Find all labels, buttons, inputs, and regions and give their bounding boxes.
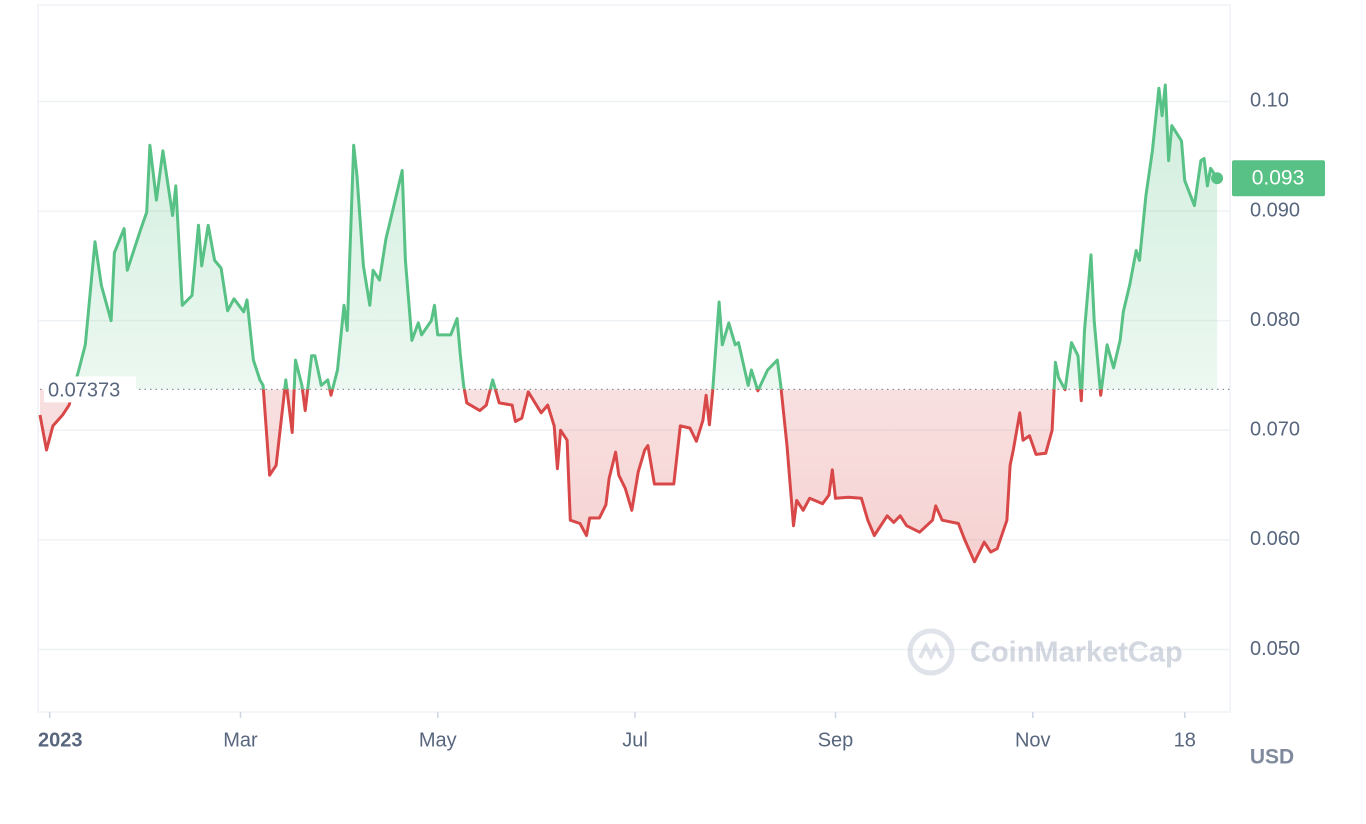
baseline-label-bg: [44, 376, 136, 403]
y-tick-label: 0.080: [1250, 309, 1300, 331]
area-up: [73, 85, 1218, 390]
x-tick-label: Mar: [223, 729, 258, 751]
y-tick-label: 0.070: [1250, 419, 1300, 441]
price-line-down: [38, 389, 1103, 564]
x-tick-label: 2023: [38, 729, 83, 751]
area-down: [40, 389, 1218, 562]
y-tick-label: 0.060: [1250, 528, 1300, 550]
x-tick-label: 18: [1174, 729, 1196, 751]
y-tick-label: 0.090: [1250, 199, 1300, 221]
last-point: [1211, 172, 1224, 185]
x-tick-label: May: [419, 729, 457, 751]
current-price-badge: [1232, 160, 1325, 197]
plot-frame: [37, 4, 1231, 713]
y-axis-label: USD: [1250, 746, 1294, 769]
watermark: CoinMarketCap: [970, 637, 1183, 669]
price-line-up: [71, 83, 1219, 390]
x-tick-label: Sep: [818, 729, 854, 751]
current-price-label: 0.093: [1252, 167, 1305, 190]
x-tick-label: Nov: [1015, 729, 1051, 751]
baseline-label: 0.07373: [48, 380, 120, 402]
x-tick-label: Jul: [622, 729, 648, 751]
watermark-logo: [907, 628, 955, 676]
y-tick-label: 0.10: [1250, 90, 1289, 112]
y-tick-label: 0.050: [1250, 638, 1300, 660]
